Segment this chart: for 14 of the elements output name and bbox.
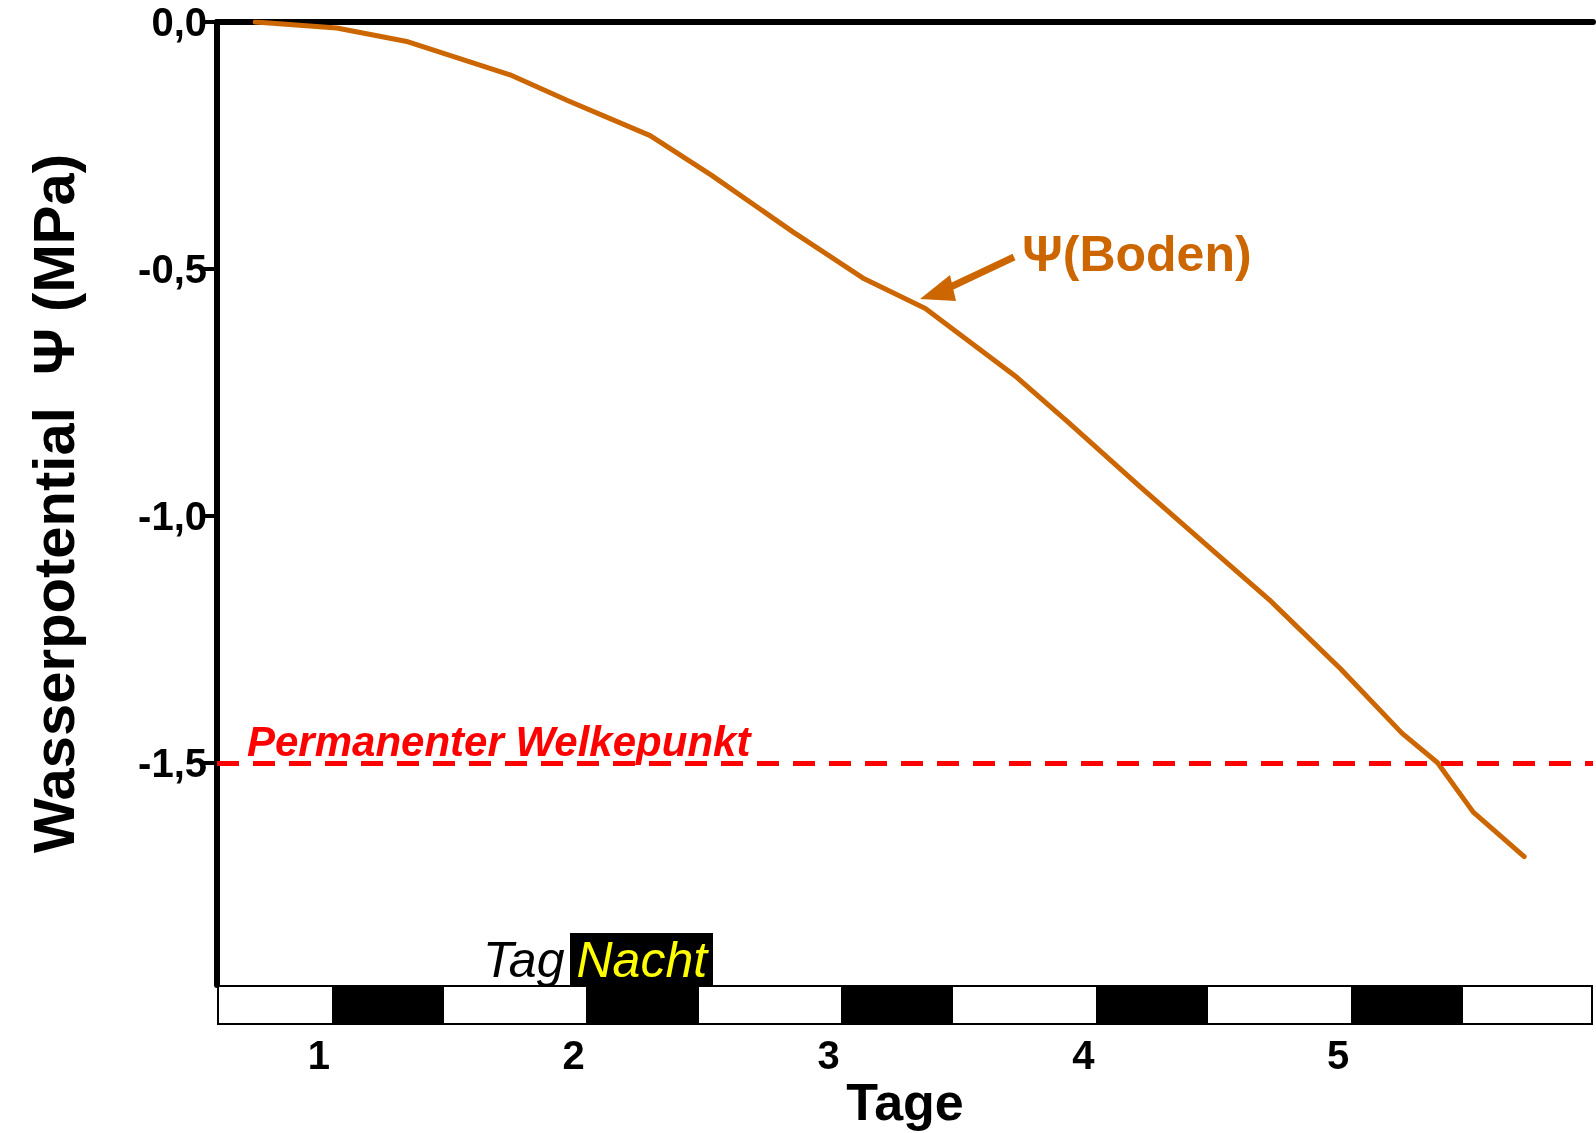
x-tick-label: 1 (307, 1033, 331, 1077)
x-tick-label: 3 (817, 1033, 840, 1077)
y-axis-title: Wasserpotential Ψ (MPa) (20, 153, 86, 854)
annotation: Ψ(Boden) (1022, 225, 1252, 282)
x-tick-label: 2 (562, 1033, 585, 1077)
y-tick-label: 0,0 (151, 0, 207, 44)
y-tick-label: -0,5 (138, 246, 207, 291)
annotation: Tag (482, 932, 565, 988)
y-tick-label: -1,0 (138, 493, 207, 538)
x-tick-label: 4 (1072, 1033, 1096, 1077)
ref-line-label: Permanenter Welkepunkt (247, 718, 753, 766)
x-tick-label: 5 (1327, 1033, 1350, 1077)
y-tick-label: -1,5 (138, 740, 207, 785)
x-axis-title: Tage (846, 1072, 964, 1131)
